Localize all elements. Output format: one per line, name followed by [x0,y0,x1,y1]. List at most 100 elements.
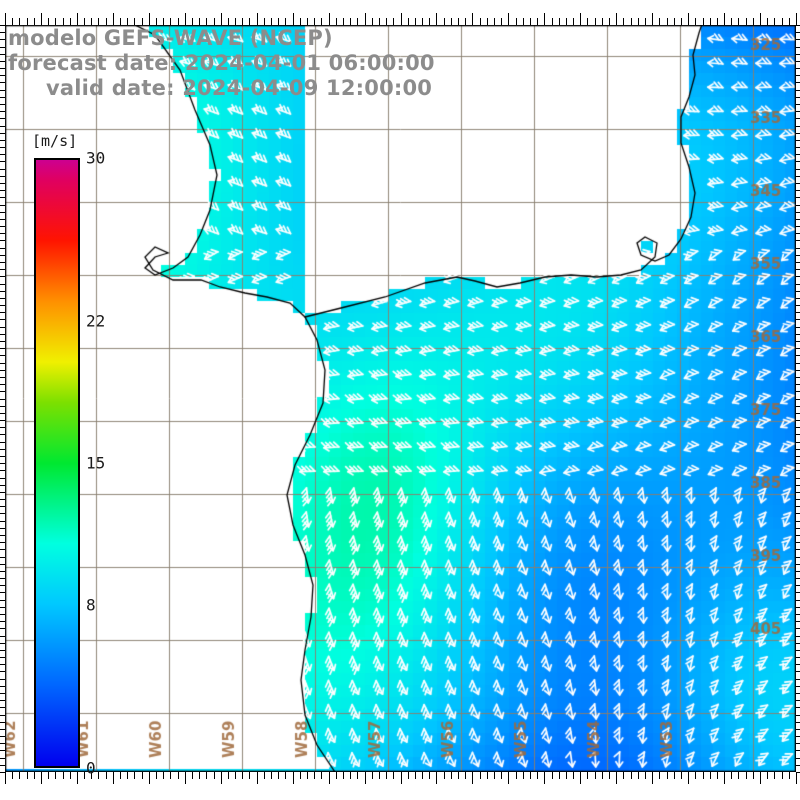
axis-tick [206,772,207,779]
axis-tick [796,82,800,83]
axis-tick [796,312,800,313]
axis-tick [796,197,800,198]
axis-tick [0,492,5,493]
axis-tick [0,449,5,450]
axis-tick [242,772,243,779]
axis-tick [98,18,99,25]
axis-tick [77,13,78,25]
axis-tick [501,772,502,779]
axis-tick [703,18,704,25]
wind-field-canvas[interactable] [5,25,796,772]
axis-tick [0,276,5,277]
axis-tick [257,13,258,25]
axis-tick [41,772,42,784]
axis-tick [0,90,5,91]
axis-tick [0,262,5,263]
axis-tick [0,312,5,313]
axis-tick [19,772,20,779]
axis-tick [393,18,394,25]
axis-tick [0,528,5,529]
map-plot-area[interactable] [5,25,796,772]
axis-tick [0,549,5,550]
axis-tick [0,585,5,586]
axis-tick [659,772,660,779]
axis-tick [0,621,5,622]
axis-tick [796,334,800,335]
axis-tick [796,25,800,26]
axis-tick [659,18,660,25]
axis-tick [228,18,229,25]
axis-tick [0,413,5,414]
axis-tick [0,693,5,694]
axis-tick [84,18,85,25]
axis-tick [580,13,581,25]
axis-tick [796,97,800,98]
axis-tick [214,772,215,779]
axis-tick [55,772,56,779]
axis-tick [185,13,186,25]
axis-tick [667,772,668,779]
axis-tick [796,348,800,349]
axis-tick [717,18,718,25]
axis-tick [544,13,545,25]
axis-tick [559,18,560,25]
axis-tick [0,298,5,299]
axis-tick [652,772,653,784]
axis-tick [796,176,800,177]
axis-tick [0,32,5,33]
axis-tick [796,39,800,40]
axis-tick [422,772,423,779]
axis-tick [0,161,5,162]
axis-tick [408,18,409,25]
axis-tick [0,341,5,342]
axis-tick [0,190,5,191]
axis-tick [674,772,675,779]
axis-tick [278,18,279,25]
axis-tick [0,571,5,572]
axis-tick [120,772,121,779]
axis-tick [0,557,5,558]
axis-tick [480,772,481,779]
axis-tick [796,715,800,716]
axis-tick [796,686,800,687]
axis-tick [796,736,800,737]
axis-tick [293,13,294,25]
axis-tick [552,18,553,25]
axis-tick [796,399,800,400]
axis-tick [321,772,322,779]
axis-tick [0,600,5,601]
axis-tick [796,470,800,471]
axis-tick [127,18,128,25]
axis-tick [465,18,466,25]
axis-tick [0,147,5,148]
axis-tick [178,18,179,25]
axis-tick [106,18,107,25]
axis-tick [796,492,800,493]
axis-tick [77,772,78,784]
axis-tick [796,427,800,428]
axis-tick [796,628,800,629]
axis-tick [70,18,71,25]
axis-tick [63,772,64,779]
axis-tick [796,578,800,579]
axis-tick [0,154,5,155]
axis-tick [544,772,545,784]
axis-tick [163,772,164,779]
axis-tick [796,413,800,414]
axis-tick [796,355,800,356]
axis-tick [623,18,624,25]
axis-tick [300,18,301,25]
axis-tick [0,478,5,479]
axis-tick [365,13,366,25]
axis-tick [796,133,800,134]
axis-tick [142,18,143,25]
axis-tick [760,13,761,25]
axis-tick [0,736,5,737]
axis-tick [494,18,495,25]
axis-tick [393,772,394,779]
axis-tick [372,18,373,25]
axis-tick [0,456,5,457]
axis-tick [508,13,509,25]
axis-tick [796,600,800,601]
